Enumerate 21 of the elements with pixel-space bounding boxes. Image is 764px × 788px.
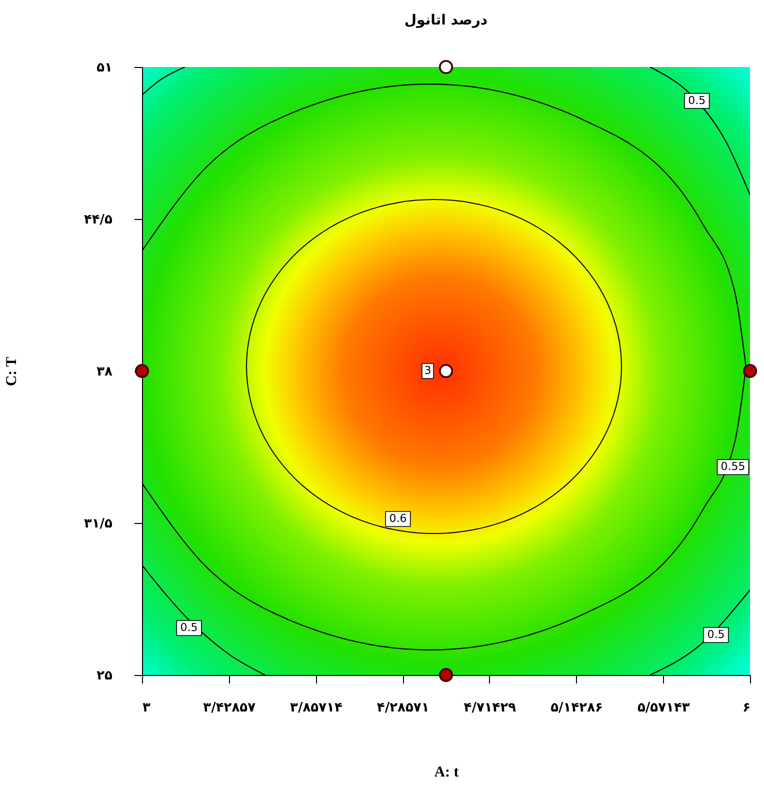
annotation: 0.5 [180, 620, 198, 634]
x-tick-label: ۵/۱۴۲۸۶ [550, 700, 603, 716]
y-tick-label: ۴۴/۵ [84, 212, 113, 228]
annotation: 3 [424, 364, 432, 377]
y-tick-label: ۲۵ [96, 668, 113, 684]
y-tick-label: ۳۸ [96, 364, 113, 380]
x-axis-title: A: t [434, 764, 459, 780]
x-tick-label: ۳ [142, 700, 150, 716]
y-tick-label: ۵۱ [96, 60, 112, 76]
chart-title: درصد اتانول [404, 12, 488, 28]
y-axis-title: C: T [4, 356, 20, 386]
y-tick-label: ۳۱/۵ [84, 516, 113, 532]
x-tick-label: ۳/۸۵۷۱۴ [290, 700, 342, 716]
x-tick-label: ۳/۴۲۸۵۷ [203, 700, 256, 716]
annotation: 0.55 [720, 460, 746, 474]
x-tick-label: ۶ [742, 700, 750, 716]
x-tick-label: ۴/۲۸۵۷۱ [376, 700, 430, 716]
annotation: 0.6 [389, 512, 407, 526]
x-tick-label: ۴/۷۱۴۲۹ [464, 700, 516, 716]
x-tick-label: ۵/۵۷۱۴۳ [637, 700, 690, 716]
annotation: 0.5 [707, 628, 725, 642]
